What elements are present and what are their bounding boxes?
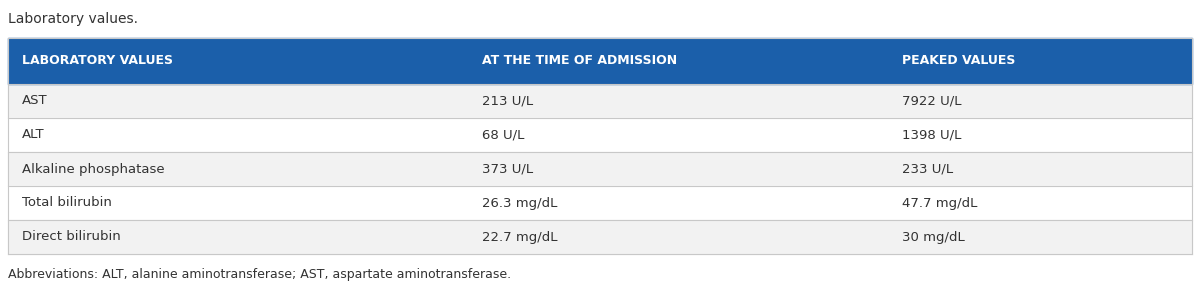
Text: 233 U/L: 233 U/L [902,163,953,176]
Text: 47.7 mg/dL: 47.7 mg/dL [902,196,977,209]
Text: 68 U/L: 68 U/L [481,129,524,142]
Bar [8,38,1192,84]
Bar [8,118,1192,152]
Text: AT THE TIME OF ADMISSION: AT THE TIME OF ADMISSION [481,55,677,68]
Text: 22.7 mg/dL: 22.7 mg/dL [481,230,557,243]
Text: 213 U/L: 213 U/L [481,94,533,107]
Text: ALT: ALT [23,129,44,142]
Text: LABORATORY VALUES: LABORATORY VALUES [23,55,173,68]
Text: 1398 U/L: 1398 U/L [902,129,961,142]
Text: 7922 U/L: 7922 U/L [902,94,961,107]
Text: Alkaline phosphatase: Alkaline phosphatase [23,163,164,176]
Text: AST: AST [23,94,48,107]
Text: 30 mg/dL: 30 mg/dL [902,230,965,243]
Text: PEAKED VALUES: PEAKED VALUES [902,55,1015,68]
Text: Total bilirubin: Total bilirubin [23,196,112,209]
Text: Abbreviations: ALT, alanine aminotransferase; AST, aspartate aminotransferase.: Abbreviations: ALT, alanine aminotransfe… [8,268,511,281]
Bar [8,152,1192,186]
Text: 373 U/L: 373 U/L [481,163,533,176]
Text: Laboratory values.: Laboratory values. [8,12,138,26]
Text: Direct bilirubin: Direct bilirubin [23,230,121,243]
Bar [8,84,1192,118]
Text: 26.3 mg/dL: 26.3 mg/dL [481,196,557,209]
Bar [8,220,1192,254]
Bar [8,186,1192,220]
